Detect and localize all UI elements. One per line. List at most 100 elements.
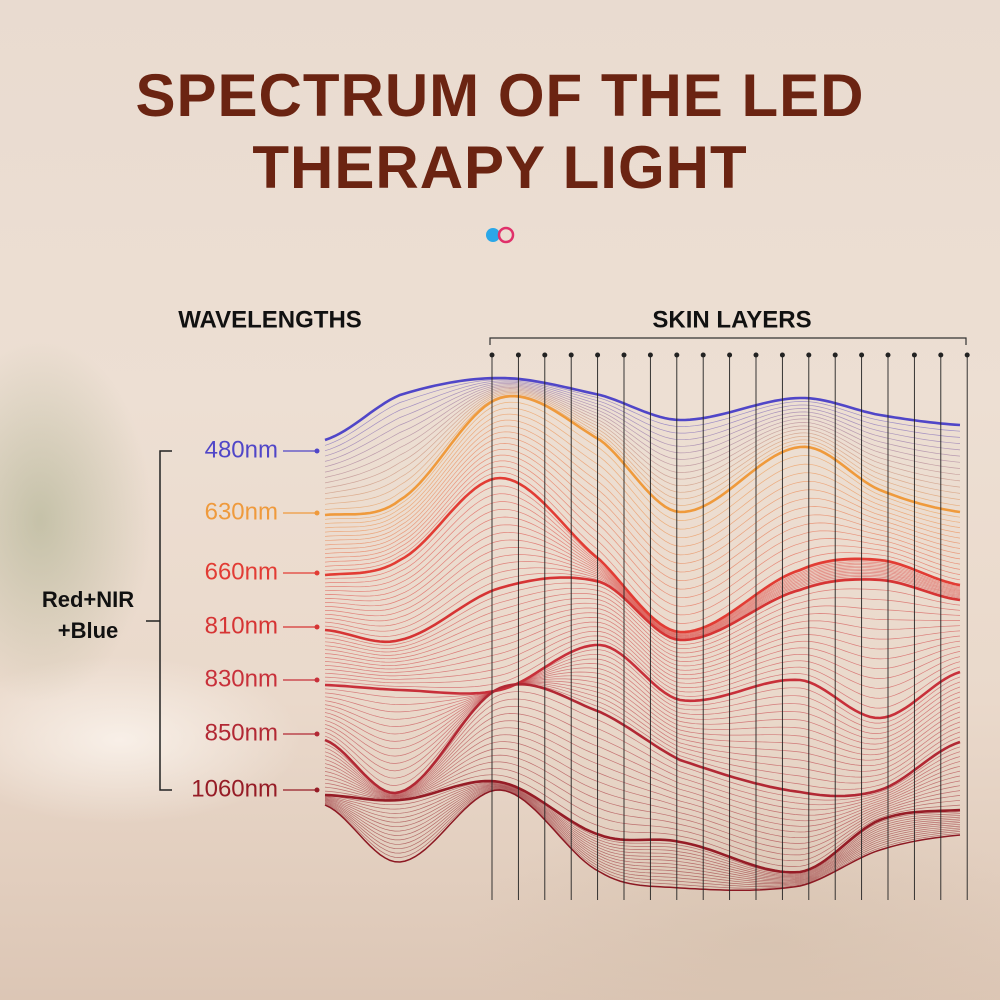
layer-dot: [700, 352, 706, 358]
wave-thread: [324, 754, 961, 850]
layer-dot: [674, 352, 680, 358]
wave-thread: [324, 788, 961, 887]
wave-thread: [324, 741, 961, 839]
layer-dot: [964, 352, 970, 358]
wave-thread: [324, 383, 961, 462]
layer-dot: [489, 352, 495, 358]
wave-thread: [324, 782, 961, 875]
wave-thread: [324, 734, 961, 833]
label-dot: [314, 624, 320, 630]
wave-thread: [324, 787, 961, 885]
wave-thread: [324, 587, 961, 649]
wave-thread: [324, 393, 961, 505]
wave-thread: [324, 640, 961, 709]
wave-thread: [324, 471, 961, 624]
wave-thread: [324, 508, 961, 635]
wave-thread: [324, 630, 961, 689]
wave-thread: [324, 407, 961, 530]
layer-dot: [911, 352, 917, 358]
label-dot: [314, 731, 320, 737]
wave-thread: [324, 683, 961, 784]
label-dot: [314, 448, 320, 454]
wave-thread: [324, 626, 961, 684]
wave-thread: [324, 390, 961, 494]
wavelength-label: 810nm: [205, 612, 278, 639]
wavelength-curve: [324, 376, 961, 442]
wave-thread: [324, 380, 961, 452]
layer-dot: [832, 352, 838, 358]
skin-bracket: [489, 337, 967, 345]
wavelengths-heading: WAVELENGTHS: [178, 306, 362, 333]
wave-thread: [324, 789, 961, 889]
wavelength-label: 830nm: [205, 665, 278, 692]
wave-thread: [324, 678, 961, 761]
wave-thread: [324, 658, 961, 734]
layer-dot: [753, 352, 759, 358]
title-line: THERAPY LIGHT: [252, 134, 747, 201]
skin-layer-lines: [489, 352, 970, 900]
wave-thread: [324, 680, 961, 767]
wave-thread: [324, 786, 961, 883]
wave-thread: [324, 386, 961, 478]
wave-field: [324, 376, 961, 892]
layer-dot: [568, 352, 574, 358]
wave-thread: [324, 516, 961, 636]
wave-thread: [324, 593, 961, 654]
icon-ring: [497, 226, 515, 244]
wave-thread: [324, 524, 961, 636]
wave-thread: [324, 635, 961, 699]
wavelength-curve: [324, 643, 961, 720]
wavelength-label: 630nm: [205, 498, 278, 525]
wave-thread: [324, 582, 961, 646]
layer-dot: [806, 352, 812, 358]
wave-thread: [324, 784, 961, 879]
layer-dot: [727, 352, 733, 358]
wavelength-curve: [324, 682, 961, 798]
wave-thread: [324, 454, 961, 599]
wave-thread: [324, 667, 961, 745]
layer-dot: [647, 352, 653, 358]
wave-thread: [324, 384, 961, 468]
wave-thread: [324, 720, 961, 822]
wave-thread: [324, 783, 961, 877]
wave-thread: [324, 431, 961, 564]
layer-dot: [515, 352, 521, 358]
layer-dot: [859, 352, 865, 358]
wave-thread: [324, 392, 961, 500]
wave-thread: [324, 675, 961, 756]
wave-thread: [324, 401, 961, 521]
wave-thread: [324, 379, 961, 446]
wavelength-curve: [324, 476, 961, 634]
wave-thread: [324, 413, 961, 539]
layer-dot: [542, 352, 548, 358]
wave-thread: [324, 682, 961, 772]
wave-thread: [324, 381, 961, 457]
wave-thread: [324, 671, 961, 750]
wave-thread: [324, 448, 961, 590]
wave-thread: [324, 653, 961, 729]
wave-thread: [324, 425, 961, 556]
layer-dot: [779, 352, 785, 358]
wave-thread: [324, 761, 961, 856]
wave-thread: [324, 682, 961, 778]
wave-thread: [324, 466, 961, 616]
wavelength-curve: [324, 576, 961, 644]
wave-thread: [324, 767, 961, 862]
wavelength-label: 660nm: [205, 558, 278, 585]
title-line: SPECTRUM OF THE LED: [135, 62, 864, 129]
wave-thread: [324, 612, 961, 671]
wave-thread: [324, 781, 961, 874]
wave-thread: [324, 388, 961, 484]
layer-dot: [938, 352, 944, 358]
wave-thread: [324, 443, 961, 581]
wave-thread: [324, 617, 961, 675]
wave-thread: [324, 787, 961, 886]
wave-thread: [324, 785, 961, 881]
wave-thread: [324, 705, 961, 811]
group-bracket: [146, 450, 172, 791]
wave-thread: [324, 683, 961, 790]
label-dot: [314, 787, 320, 793]
label-dot: [314, 570, 320, 576]
group-label: +Blue: [58, 618, 119, 643]
